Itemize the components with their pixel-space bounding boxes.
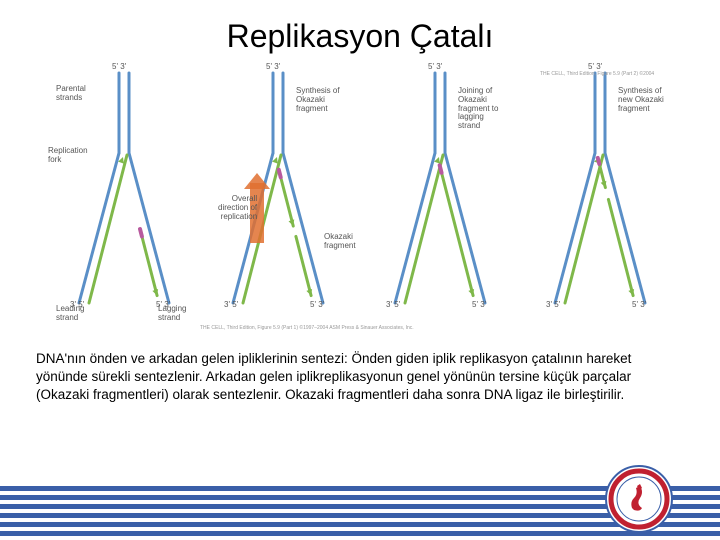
label-5-3-top: 5' 3' [112,63,126,72]
label-5-3-bot-left: 3' 5' [70,301,84,310]
replication-fork-3: 5' 3' Joining of Okazakifragment to laggi… [370,63,520,323]
diagram-area: 5' 3'ParentalstrandsReplicationforkLeadi… [0,63,720,343]
copyright-side: THE CELL, Third Edition, Figure 5.9 (Par… [540,71,654,77]
label-5-3-bot-left: 3' 5' [386,301,400,310]
label-5-3-bot-left: 3' 5' [224,301,238,310]
label-replication-fork: Replicationfork [48,147,88,165]
label-okazaki: Okazakifragment [324,233,356,251]
replication-fork-4: 5' 3' Synthesis ofnew Okazakifragment 3' 5… [530,63,680,323]
label-5-3-bot-right: 5' 3' [156,301,170,310]
label-5-3-top: 5' 3' [428,63,442,72]
label-5-3-bot-right: 5' 3' [472,301,486,310]
label-step: Synthesis ofnew Okazakifragment [618,87,664,113]
label-5-3-bot-right: 5' 3' [632,301,646,310]
replication-fork-1: 5' 3'ParentalstrandsReplicationforkLeadi… [54,63,204,323]
copyright-main: THE CELL, Third Edition, Figure 5.9 (Par… [200,325,414,331]
page-title: Replikasyon Çatalı [0,0,720,55]
replication-fork-2: 5' 3' Synthesis ofOkazaki fragment Overall… [208,63,358,323]
label-parental: Parentalstrands [56,85,86,103]
university-logo [604,464,674,534]
label-step: Joining of Okazakifragment to laggingstr… [458,87,520,131]
label-overall-direction: Overalldirection ofreplication [218,195,257,221]
label-5-3-bot-right: 5' 3' [310,301,324,310]
label-step: Synthesis ofOkazaki fragment [296,87,358,113]
label-5-3-bot-left: 3' 5' [546,301,560,310]
label-5-3-top: 5' 3' [266,63,280,72]
caption-text: DNA'nın önden ve arkadan gelen iplikleri… [36,350,684,405]
